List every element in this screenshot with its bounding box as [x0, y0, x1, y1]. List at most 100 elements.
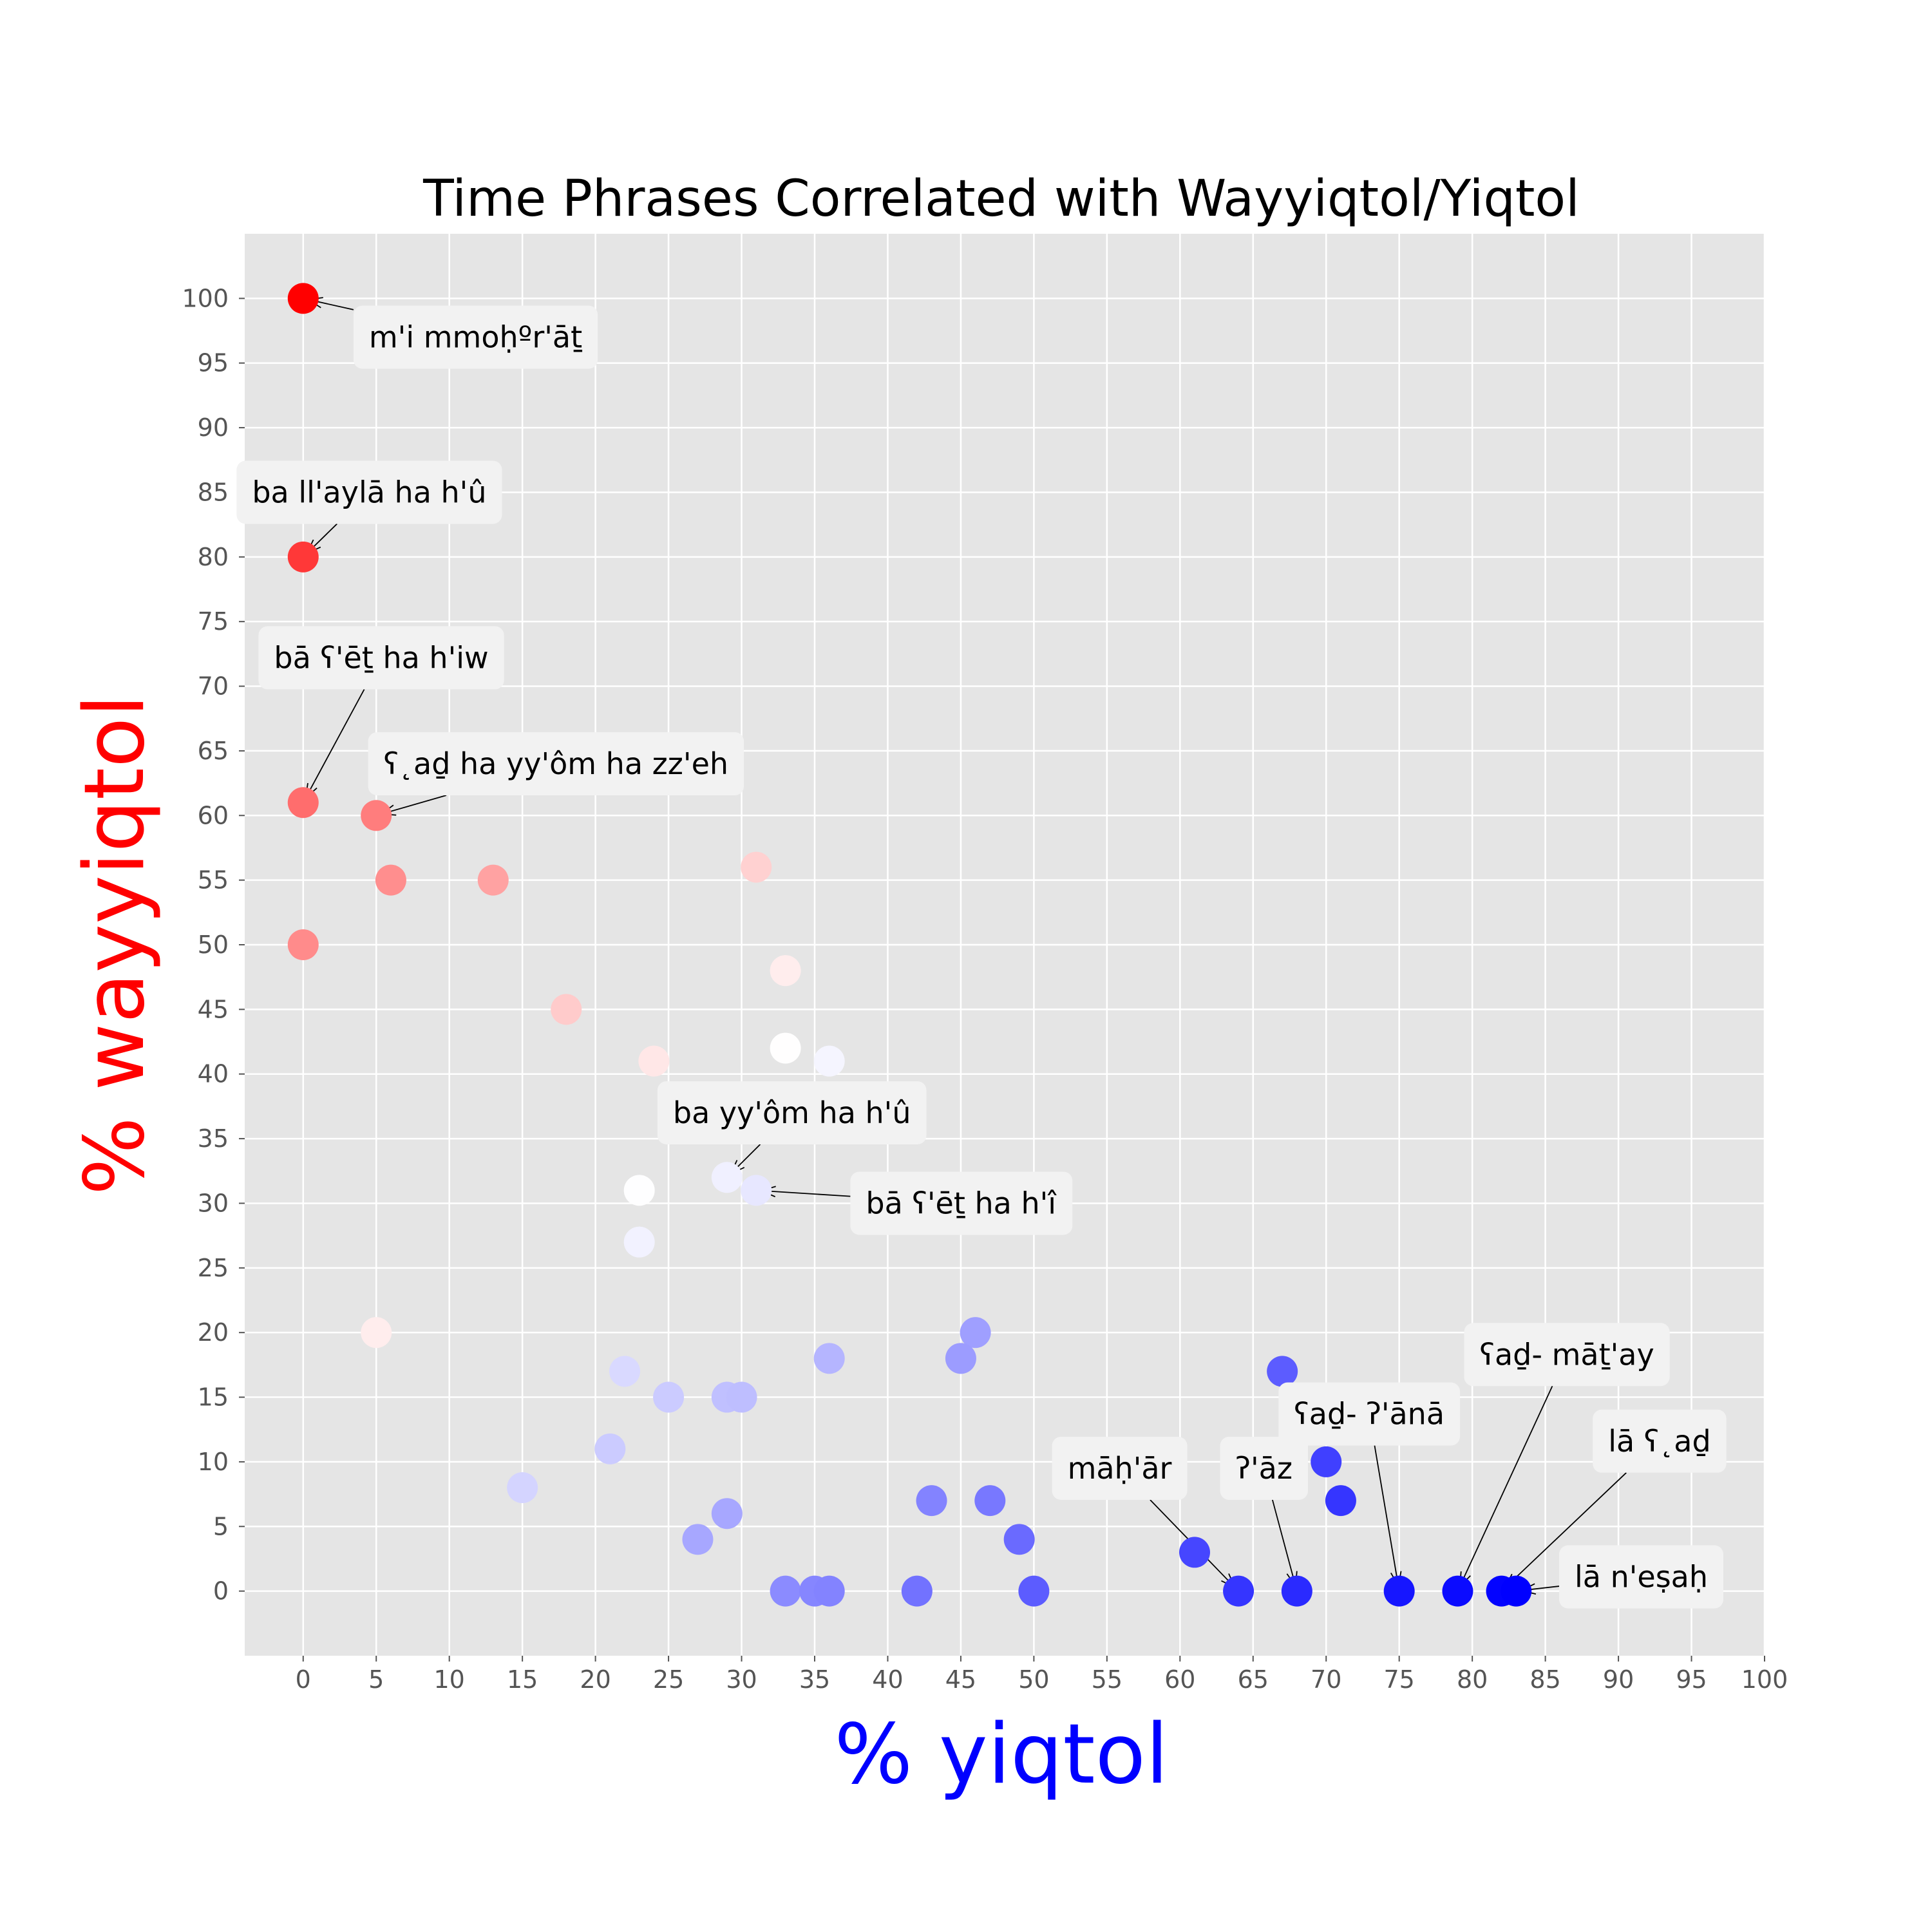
data-point	[945, 1343, 976, 1374]
data-point	[901, 1575, 933, 1607]
data-point	[287, 541, 319, 573]
data-point	[623, 1226, 655, 1258]
data-point	[813, 1045, 845, 1077]
x-axis-label: % yiqtol	[835, 1707, 1169, 1803]
y-tick-label: 25	[198, 1254, 229, 1282]
x-tick-label: 80	[1457, 1665, 1488, 1694]
data-point	[623, 1175, 655, 1206]
annotation-text: m'i mmoḥºr'āṯ	[369, 320, 582, 355]
data-points	[287, 283, 1532, 1607]
data-point	[477, 864, 509, 896]
annotation-labels: m'i mmoḥºr'āṯ ba ll'aylā ha h'û bā ʕ'ēṯ ha…	[236, 305, 1727, 1609]
data-point	[1223, 1575, 1255, 1607]
y-tick-label: 10	[198, 1448, 229, 1476]
x-tick-label: 30	[726, 1665, 757, 1694]
y-tick-label: 55	[198, 866, 229, 895]
annotation-arrow-line	[1374, 1445, 1399, 1586]
annotation: māḥ'ār	[1052, 1436, 1188, 1500]
x-tick-label: 65	[1238, 1665, 1269, 1694]
data-point	[960, 1317, 991, 1349]
annotation: ʕ˛aḏ ha yy'ôm ha zz'eh	[368, 732, 744, 795]
annotation-box	[1052, 1436, 1188, 1500]
y-tick-label: 60	[198, 801, 229, 829]
data-point	[1325, 1485, 1356, 1517]
annotation-box	[258, 626, 504, 690]
chart-title: Time Phrases Correlated with Wayyiqtol/Y…	[422, 170, 1580, 228]
y-tick-label: 20	[198, 1318, 229, 1347]
data-point	[1179, 1537, 1210, 1568]
data-point	[361, 1317, 392, 1349]
x-tick-label: 10	[434, 1665, 465, 1694]
data-point	[653, 1381, 685, 1413]
annotation: m'i mmoḥºr'āṯ	[353, 305, 598, 369]
data-point	[1501, 1575, 1532, 1607]
annotation-text: ʕ˛aḏ ha yy'ôm ha zz'eh	[384, 746, 728, 781]
data-point	[682, 1524, 714, 1555]
data-point	[916, 1485, 947, 1517]
y-tick-labels: 0 5 10 15 20 25 30 35 40 45 50 55 60 65 70 75 80 85 90 95 10…	[182, 284, 245, 1605]
x-tick-label: 0	[296, 1665, 311, 1694]
y-tick-label: 100	[182, 284, 229, 312]
data-point	[813, 1343, 845, 1374]
annotation-text: ʕaḏ- ʔ'ānā	[1294, 1397, 1444, 1432]
annotation-text: lā n'eṣaḥ	[1575, 1560, 1708, 1595]
annotation: ʕaḏ- māṯ'ay	[1464, 1323, 1670, 1387]
data-point	[770, 1032, 801, 1064]
y-tick-label: 70	[198, 672, 229, 701]
x-tick-label: 25	[653, 1665, 684, 1694]
annotation-arrow-line	[305, 688, 365, 799]
annotation: lā n'eṣaḥ	[1559, 1545, 1723, 1609]
data-point	[770, 955, 801, 987]
x-tick-label: 75	[1384, 1665, 1415, 1694]
data-point	[507, 1472, 538, 1504]
y-tick-label: 40	[198, 1060, 229, 1088]
annotation-box	[1278, 1382, 1461, 1446]
y-axis-label: % wayyiqtol	[67, 694, 163, 1195]
data-point	[1267, 1356, 1298, 1387]
x-tick-label: 60	[1164, 1665, 1195, 1694]
annotation-arrow-line	[381, 795, 447, 815]
x-tick-labels: 0 5 10 15 20 25 30 35 40 45 50 55 60 65 70 75 80 85 90 95 10…	[296, 1656, 1788, 1694]
annotation-arrow-line	[1272, 1499, 1296, 1587]
annotation-text: ʕaḏ- māṯ'ay	[1480, 1337, 1654, 1372]
data-point	[375, 864, 406, 896]
x-tick-label: 15	[507, 1665, 538, 1694]
y-tick-label: 5	[213, 1512, 229, 1540]
y-tick-label: 30	[198, 1189, 229, 1217]
y-tick-label: 0	[213, 1577, 229, 1605]
annotation-box	[850, 1171, 1073, 1235]
annotation-text: bā ʕ'ēṯ ha h'î	[866, 1186, 1057, 1220]
annotation-box	[1464, 1323, 1670, 1387]
data-point	[551, 994, 582, 1025]
y-tick-label: 75	[198, 607, 229, 636]
annotation-text: bā ʕ'ēṯ ha h'iw	[274, 640, 488, 675]
data-point	[1281, 1575, 1312, 1607]
data-point	[813, 1575, 845, 1607]
annotation-box	[1593, 1409, 1727, 1473]
data-point	[711, 1498, 743, 1530]
annotation-text: māḥ'ār	[1068, 1451, 1172, 1486]
annotation: bā ʕ'ēṯ ha h'î	[850, 1171, 1073, 1235]
data-point	[594, 1433, 626, 1464]
y-tick-label: 90	[198, 413, 229, 442]
x-tick-label: 20	[580, 1665, 611, 1694]
data-point	[1003, 1524, 1035, 1555]
data-point	[1383, 1575, 1415, 1607]
annotation-box	[657, 1081, 927, 1144]
data-point	[974, 1485, 1006, 1517]
x-tick-label: 85	[1530, 1665, 1560, 1694]
data-point	[711, 1162, 743, 1193]
annotation-text: lā ʕ˛aḏ	[1608, 1424, 1710, 1459]
data-point	[770, 1575, 801, 1607]
annotation-text: ba yy'ôm ha h'û	[673, 1095, 911, 1130]
y-tick-label: 65	[198, 737, 229, 765]
annotation-arrow-line	[761, 1189, 851, 1197]
annotation-arrow-line	[1504, 1472, 1627, 1588]
data-point	[741, 851, 772, 883]
data-point	[741, 1175, 772, 1206]
x-tick-label: 45	[945, 1665, 976, 1694]
annotation-box	[236, 460, 502, 524]
x-tick-label: 100	[1741, 1665, 1788, 1694]
x-tick-label: 35	[799, 1665, 830, 1694]
